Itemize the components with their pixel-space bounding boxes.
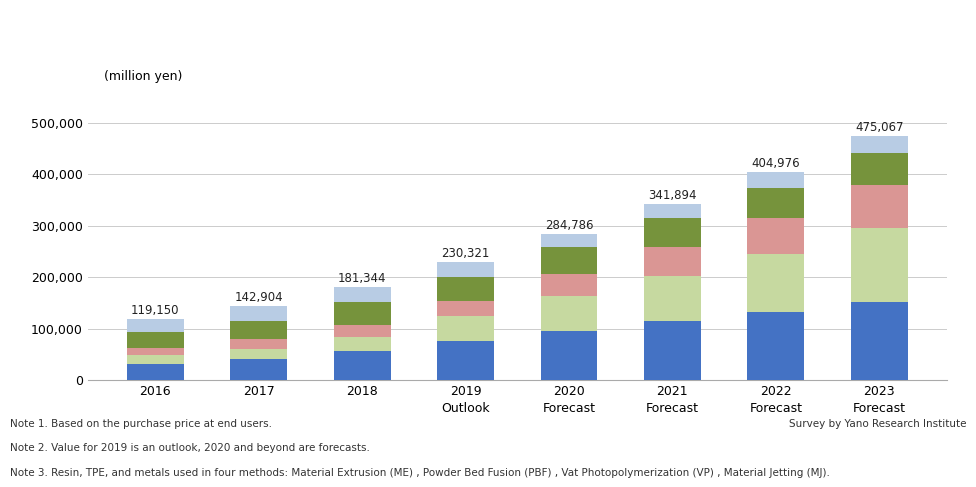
Bar [851,136,908,153]
Bar [644,204,701,218]
Bar [437,277,494,301]
Bar [748,312,804,380]
Bar [541,234,597,247]
Bar [748,218,804,254]
Text: 284,786: 284,786 [545,219,593,231]
Bar [334,302,390,325]
Text: Survey by Yano Research Institute: Survey by Yano Research Institute [789,419,966,429]
Text: 230,321: 230,321 [441,246,490,260]
Bar [748,188,804,218]
Bar [127,332,183,348]
Bar [230,349,287,359]
Text: Note 2. Value for 2019 is an outlook, 2020 and beyond are forecasts.: Note 2. Value for 2019 is an outlook, 20… [10,443,370,453]
Bar [644,276,701,321]
Bar [851,302,908,380]
Bar [334,325,390,337]
Text: 475,067: 475,067 [855,121,904,134]
Text: 142,904: 142,904 [234,291,283,304]
Bar [230,339,287,349]
Bar [334,337,390,351]
Bar [851,228,908,302]
Text: 404,976: 404,976 [752,157,800,170]
Bar [437,262,494,277]
Bar [541,296,597,331]
Bar [127,348,183,355]
Bar [230,321,287,339]
Bar [541,274,597,296]
Bar [230,359,287,380]
Bar [851,185,908,228]
Bar [127,355,183,364]
Bar [748,172,804,188]
Bar [644,321,701,380]
Bar [334,351,390,380]
Bar [541,247,597,274]
Bar [437,301,494,316]
Text: Note 3. Resin, TPE, and metals used in four methods: Material Extrusion (ME) , P: Note 3. Resin, TPE, and metals used in f… [10,468,830,478]
Bar [334,287,390,302]
Bar [437,316,494,341]
Bar [748,254,804,312]
Text: 181,344: 181,344 [338,272,386,285]
Bar [541,331,597,380]
Bar [851,153,908,185]
Text: Note 1. Based on the purchase price at end users.: Note 1. Based on the purchase price at e… [10,419,271,429]
Bar [127,318,183,332]
Text: (million yen): (million yen) [103,70,182,83]
Bar [437,341,494,380]
Bar [127,364,183,380]
Bar [644,247,701,276]
Text: 341,894: 341,894 [648,189,697,202]
Bar [644,218,701,247]
Bar [230,306,287,321]
Text: 119,150: 119,150 [131,303,180,317]
